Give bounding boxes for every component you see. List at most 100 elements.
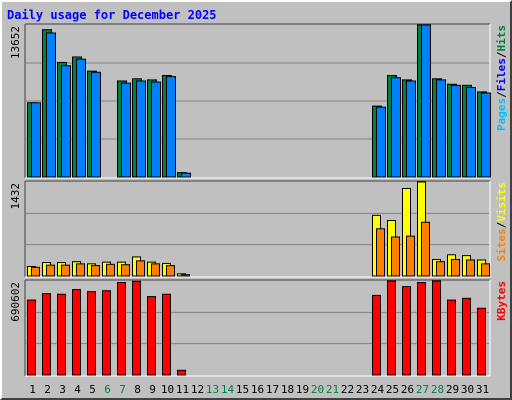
bar-sites-day-4 — [76, 263, 85, 277]
legend-visits: Visits — [495, 182, 508, 222]
bar-sites-day-8 — [136, 260, 145, 277]
x-tick-label-day-14: 14 — [221, 383, 235, 396]
x-tick-label-day-21: 21 — [326, 383, 339, 396]
bar-files-day-24 — [376, 106, 386, 178]
x-tick-label-day-10: 10 — [161, 383, 174, 396]
x-tick-label-day-20: 20 — [311, 383, 324, 396]
bar-files-day-2 — [46, 32, 56, 178]
bar-sites-day-25 — [391, 236, 400, 277]
bar-kbytes-day-8 — [132, 280, 141, 376]
bar-kbytes-day-6 — [102, 290, 111, 376]
bar-kbytes-day-24 — [372, 294, 381, 376]
bar-kbytes-day-30 — [462, 297, 471, 376]
bar-sites-day-7 — [121, 264, 130, 277]
x-tick-label-day-15: 15 — [236, 383, 249, 396]
panel-visits-sites: 1432 Sites/Visits — [9, 180, 508, 278]
bar-kbytes-day-1 — [27, 299, 36, 376]
legend-sites: Sites — [495, 228, 508, 261]
bar-kbytes-day-2 — [42, 293, 51, 376]
bar-files-day-7 — [121, 82, 131, 178]
x-tick-label-day-6: 6 — [104, 383, 111, 396]
bar-kbytes-day-27 — [417, 282, 426, 376]
x-tick-label-day-28: 28 — [431, 383, 444, 396]
bar-sites-day-26 — [406, 235, 415, 277]
legend-separator: / — [495, 51, 508, 58]
bar-files-day-1 — [31, 102, 41, 178]
x-tick-label-day-1: 1 — [29, 383, 36, 396]
bar-kbytes-day-29 — [447, 299, 456, 376]
bar-files-day-25 — [391, 77, 401, 178]
y-axis-max-label: 1432 — [9, 183, 22, 210]
bar-kbytes-day-10 — [162, 293, 171, 376]
x-tick-label-day-8: 8 — [134, 383, 141, 396]
bar-kbytes-day-3 — [57, 293, 66, 376]
legend-kbytes: KBytes — [495, 281, 508, 321]
panel-legend: KBytes — [495, 281, 508, 321]
x-tick-label-day-3: 3 — [59, 383, 66, 396]
bar-files-day-10 — [166, 76, 176, 178]
panel-kbytes: 690602 KBytes — [9, 279, 508, 377]
bar-files-day-30 — [466, 87, 476, 178]
x-tick-label-day-25: 25 — [386, 383, 399, 396]
bar-kbytes-day-25 — [387, 280, 396, 376]
x-tick-label-day-16: 16 — [251, 383, 264, 396]
bar-sites-day-28 — [436, 261, 445, 277]
x-tick-label-day-11: 11 — [176, 383, 189, 396]
bar-kbytes-day-7 — [117, 282, 126, 376]
bar-sites-day-5 — [91, 265, 100, 277]
x-tick-label-day-2: 2 — [44, 383, 51, 396]
bar-files-day-5 — [91, 71, 101, 178]
bar-files-day-26 — [406, 80, 416, 178]
legend-separator: / — [495, 91, 508, 98]
bar-files-day-9 — [151, 81, 161, 178]
panel-legend: Sites/Visits — [495, 182, 508, 262]
bar-sites-day-31 — [481, 263, 490, 277]
bar-files-day-27 — [421, 24, 431, 178]
bar-sites-day-27 — [421, 221, 430, 277]
bar-sites-day-6 — [106, 263, 115, 277]
bar-files-day-3 — [61, 65, 71, 178]
bar-files-day-8 — [136, 80, 146, 178]
bar-sites-day-3 — [61, 264, 70, 277]
bar-files-day-11 — [181, 172, 191, 178]
bar-kbytes-day-26 — [402, 286, 411, 376]
legend-hits: Hits — [495, 25, 508, 52]
chart-title: Daily usage for December 2025 — [7, 8, 217, 22]
bar-kbytes-day-5 — [87, 291, 96, 376]
x-tick-label-day-19: 19 — [296, 383, 309, 396]
x-tick-label-day-13: 13 — [206, 383, 219, 396]
x-tick-label-day-9: 9 — [149, 383, 156, 396]
bar-kbytes-day-28 — [432, 280, 441, 376]
bar-kbytes-day-31 — [477, 307, 486, 376]
x-tick-label-day-23: 23 — [356, 383, 369, 396]
bar-files-day-31 — [481, 92, 491, 178]
bar-files-day-4 — [76, 58, 86, 178]
bar-files-day-28 — [436, 79, 446, 178]
x-tick-label-day-22: 22 — [341, 383, 354, 396]
x-tick-label-day-18: 18 — [281, 383, 294, 396]
x-tick-label-day-26: 26 — [401, 383, 414, 396]
legend-pages: Pages — [495, 98, 508, 131]
bar-sites-day-24 — [376, 228, 385, 277]
bar-sites-day-10 — [166, 265, 175, 277]
bar-sites-day-1 — [31, 266, 40, 277]
bar-sites-day-30 — [466, 259, 475, 277]
bar-sites-day-2 — [46, 264, 55, 277]
x-tick-label-day-4: 4 — [74, 383, 81, 396]
bar-files-day-29 — [451, 84, 461, 178]
panel-legend: Pages/Files/Hits — [495, 25, 508, 131]
bar-sites-day-29 — [451, 259, 460, 277]
x-tick-label-day-31: 31 — [476, 383, 489, 396]
x-tick-label-day-5: 5 — [89, 383, 96, 396]
x-tick-label-day-17: 17 — [266, 383, 279, 396]
x-tick-label-day-12: 12 — [191, 383, 204, 396]
y-axis-max-label: 13652 — [9, 26, 22, 59]
bar-kbytes-day-11 — [177, 369, 186, 376]
x-tick-label-day-29: 29 — [446, 383, 459, 396]
y-axis-max-label: 690602 — [9, 282, 22, 322]
bar-kbytes-day-9 — [147, 296, 156, 376]
legend-files: Files — [495, 58, 508, 91]
legend-separator: / — [495, 221, 508, 228]
